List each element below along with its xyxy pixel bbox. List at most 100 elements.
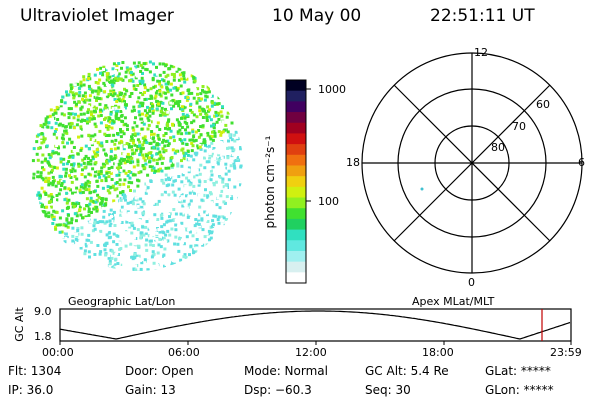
aurora-pixel: [157, 228, 161, 232]
aurora-pixel: [177, 249, 181, 253]
aurora-pixel: [128, 95, 132, 98]
aurora-pixel: [215, 120, 219, 124]
aurora-pixel: [130, 251, 134, 255]
aurora-pixel: [55, 166, 59, 170]
aurora-pixel: [133, 213, 136, 217]
aurora-pixel: [161, 111, 165, 115]
aurora-pixel: [122, 169, 126, 173]
aurora-pixel: [211, 157, 215, 161]
aurora-pixel: [118, 220, 122, 224]
aurora-pixel: [169, 208, 173, 212]
aurora-pixel: [93, 133, 97, 137]
aurora-pixel: [168, 233, 172, 237]
aurora-pixel: [118, 99, 122, 103]
aurora-pixel: [216, 113, 220, 117]
aurora-pixel: [221, 225, 225, 229]
aurora-pixel: [90, 141, 94, 145]
colorbar-swatch: [286, 176, 306, 188]
aurora-pixel: [51, 175, 55, 179]
aurora-pixel: [104, 212, 108, 215]
aurora-pixel: [127, 142, 131, 146]
aurora-pixel: [206, 133, 210, 137]
aurora-pixel: [146, 214, 150, 218]
aurora-pixel: [62, 180, 66, 184]
aurora-pixel: [64, 224, 68, 228]
aurora-pixel: [146, 127, 150, 131]
aurora-pixel: [47, 153, 51, 157]
aurora-pixel: [132, 173, 135, 177]
aurora-pixel: [126, 227, 130, 231]
aurora-pixel: [48, 181, 52, 185]
aurora-pixel: [204, 239, 208, 243]
aurora-pixel: [177, 229, 181, 233]
aurora-pixel: [183, 106, 187, 110]
aurora-pixel: [92, 150, 96, 154]
aurora-pixel: [62, 162, 66, 166]
aurora-pixel: [134, 116, 137, 120]
aurora-pixel: [215, 102, 219, 106]
aurora-pixel: [39, 171, 43, 175]
aurora-pixel: [173, 262, 176, 266]
aurora-pixel: [54, 111, 58, 115]
aurora-pixel: [217, 117, 221, 121]
aurora-pixel: [36, 175, 40, 179]
aurora-pixel: [160, 78, 164, 82]
aurora-pixel: [67, 112, 71, 116]
aurora-pixel: [66, 141, 69, 145]
aurora-pixel: [113, 154, 117, 158]
aurora-pixel: [221, 212, 225, 216]
aurora-pixel: [88, 255, 91, 259]
aurora-pixel: [193, 79, 197, 83]
aurora-pixel: [183, 138, 187, 142]
aurora-pixel: [102, 174, 106, 178]
aurora-pixel: [115, 173, 119, 177]
aurora-pixel: [120, 113, 124, 117]
aurora-pixel: [145, 238, 149, 242]
aurora-pixel: [149, 234, 153, 238]
aurora-pixel: [51, 222, 55, 225]
aurora-pixel: [61, 123, 65, 127]
aurora-pixel: [228, 195, 232, 199]
aurora-pixel: [85, 89, 89, 93]
colorbar-swatch: [286, 240, 306, 252]
aurora-pixel: [90, 117, 94, 121]
colorbar-swatch: [286, 90, 306, 102]
aurora-pixel: [68, 137, 72, 141]
aurora-pixel: [97, 195, 101, 199]
aurora-pixel: [97, 237, 101, 240]
aurora-pixel: [91, 199, 95, 203]
aurora-pixel: [99, 88, 103, 92]
aurora-pixel: [160, 85, 164, 89]
aurora-pixel: [175, 100, 179, 104]
aurora-pixel: [136, 163, 140, 167]
aurora-pixel: [206, 205, 210, 209]
aurora-pixel: [123, 161, 127, 165]
aurora-pixel: [146, 79, 150, 83]
aurora-pixel: [172, 208, 176, 211]
aurora-pixel: [88, 103, 92, 107]
aurora-pixel: [148, 219, 152, 223]
aurora-pixel: [46, 125, 50, 129]
aurora-pixel: [141, 164, 145, 167]
aurora-pixel: [177, 175, 181, 178]
aurora-pixel: [122, 182, 126, 186]
aurora-pixel: [195, 168, 199, 172]
aurora-pixel: [70, 180, 74, 184]
timeline-frame: [59, 308, 572, 342]
aurora-pixel: [210, 173, 214, 177]
aurora-pixel: [158, 128, 162, 131]
aurora-pixel: [80, 183, 84, 187]
aurora-pixel: [47, 171, 51, 175]
aurora-pixel: [141, 147, 145, 151]
aurora-pixel: [64, 131, 68, 134]
aurora-pixel: [195, 225, 199, 229]
aurora-pixel: [145, 181, 149, 185]
colorbar-swatch: [286, 197, 306, 209]
aurora-pixel: [132, 139, 135, 142]
aurora-pixel: [237, 136, 241, 140]
aurora-pixel: [157, 178, 161, 182]
aurora-pixel: [111, 225, 115, 229]
aurora-pixel: [130, 136, 134, 140]
aurora-pixel: [180, 221, 184, 225]
aurora-pixel: [220, 114, 224, 118]
